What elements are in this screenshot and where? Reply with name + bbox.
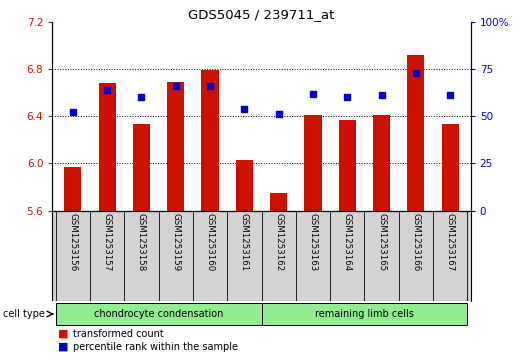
Text: ■: ■ — [58, 329, 68, 339]
Point — [309, 91, 317, 97]
Bar — [201, 70, 219, 211]
Text: GSM1253167: GSM1253167 — [446, 213, 454, 272]
Text: GSM1253159: GSM1253159 — [171, 213, 180, 272]
Bar — [270, 193, 287, 211]
Title: GDS5045 / 239711_at: GDS5045 / 239711_at — [188, 8, 335, 21]
Bar — [64, 167, 82, 211]
Point — [69, 110, 77, 115]
Bar — [407, 55, 424, 211]
Text: GSM1253164: GSM1253164 — [343, 213, 352, 272]
Bar — [262, 302, 467, 325]
Text: GSM1253166: GSM1253166 — [411, 213, 420, 272]
Point — [240, 106, 248, 111]
Bar — [56, 302, 262, 325]
Bar — [236, 160, 253, 211]
Text: GSM1253165: GSM1253165 — [377, 213, 386, 272]
Point — [137, 94, 145, 100]
Text: GSM1253161: GSM1253161 — [240, 213, 249, 272]
Text: GSM1253160: GSM1253160 — [206, 213, 214, 272]
Bar — [99, 83, 116, 211]
Point — [206, 83, 214, 89]
Point — [378, 93, 386, 98]
Text: cell type: cell type — [3, 309, 44, 319]
Bar — [339, 120, 356, 211]
Text: GSM1253157: GSM1253157 — [103, 213, 112, 272]
Point — [172, 83, 180, 89]
Bar — [441, 125, 459, 211]
Bar — [167, 82, 184, 211]
Text: GSM1253156: GSM1253156 — [69, 213, 77, 272]
Text: chondrocyte condensation: chondrocyte condensation — [94, 309, 223, 319]
Bar — [373, 115, 390, 211]
Bar — [304, 115, 322, 211]
Bar — [133, 125, 150, 211]
Text: transformed count: transformed count — [73, 329, 164, 339]
Point — [412, 70, 420, 76]
Text: remaining limb cells: remaining limb cells — [315, 309, 414, 319]
Point — [446, 93, 454, 98]
Point — [275, 111, 283, 117]
Text: GSM1253163: GSM1253163 — [309, 213, 317, 272]
Point — [343, 94, 351, 100]
Text: ■: ■ — [58, 342, 68, 352]
Text: percentile rank within the sample: percentile rank within the sample — [73, 342, 238, 352]
Point — [103, 87, 111, 93]
Text: GSM1253162: GSM1253162 — [274, 213, 283, 272]
Text: GSM1253158: GSM1253158 — [137, 213, 146, 272]
